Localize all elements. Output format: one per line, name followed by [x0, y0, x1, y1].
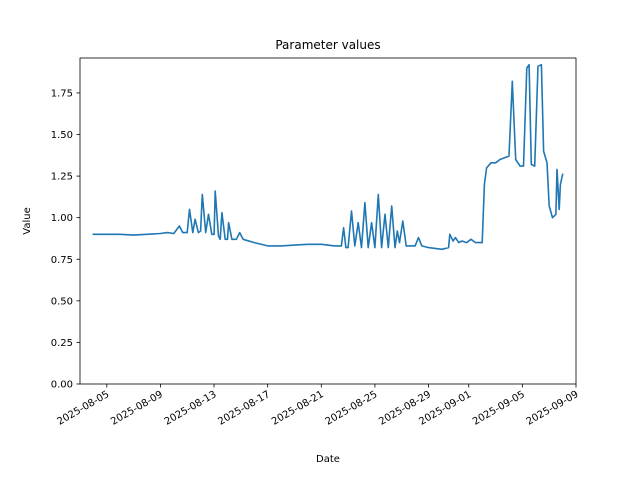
y-tick-label: 0.00 [51, 380, 73, 391]
y-tick-label: 1.50 [51, 130, 73, 141]
y-tick-label: 0.50 [51, 296, 73, 307]
y-axis: 0.00 0.25 0.50 0.75 1.00 1.25 1.50 1.75 [51, 88, 80, 391]
y-tick-label: 0.75 [51, 255, 73, 266]
plot-area [80, 58, 576, 384]
chart-title: Parameter values [275, 38, 380, 52]
series-layer [92, 63, 564, 251]
y-tick-label: 1.25 [51, 172, 73, 183]
y-tick-label: 0.25 [51, 338, 73, 349]
y-tick-label: 1.00 [51, 213, 73, 224]
plot-background [80, 58, 576, 384]
x-axis-title: Date [316, 454, 340, 465]
series-line-1 [92, 63, 564, 251]
y-axis-title: Value [22, 207, 33, 234]
plot-frame [79, 57, 577, 385]
y-tick-label: 1.75 [51, 88, 73, 99]
